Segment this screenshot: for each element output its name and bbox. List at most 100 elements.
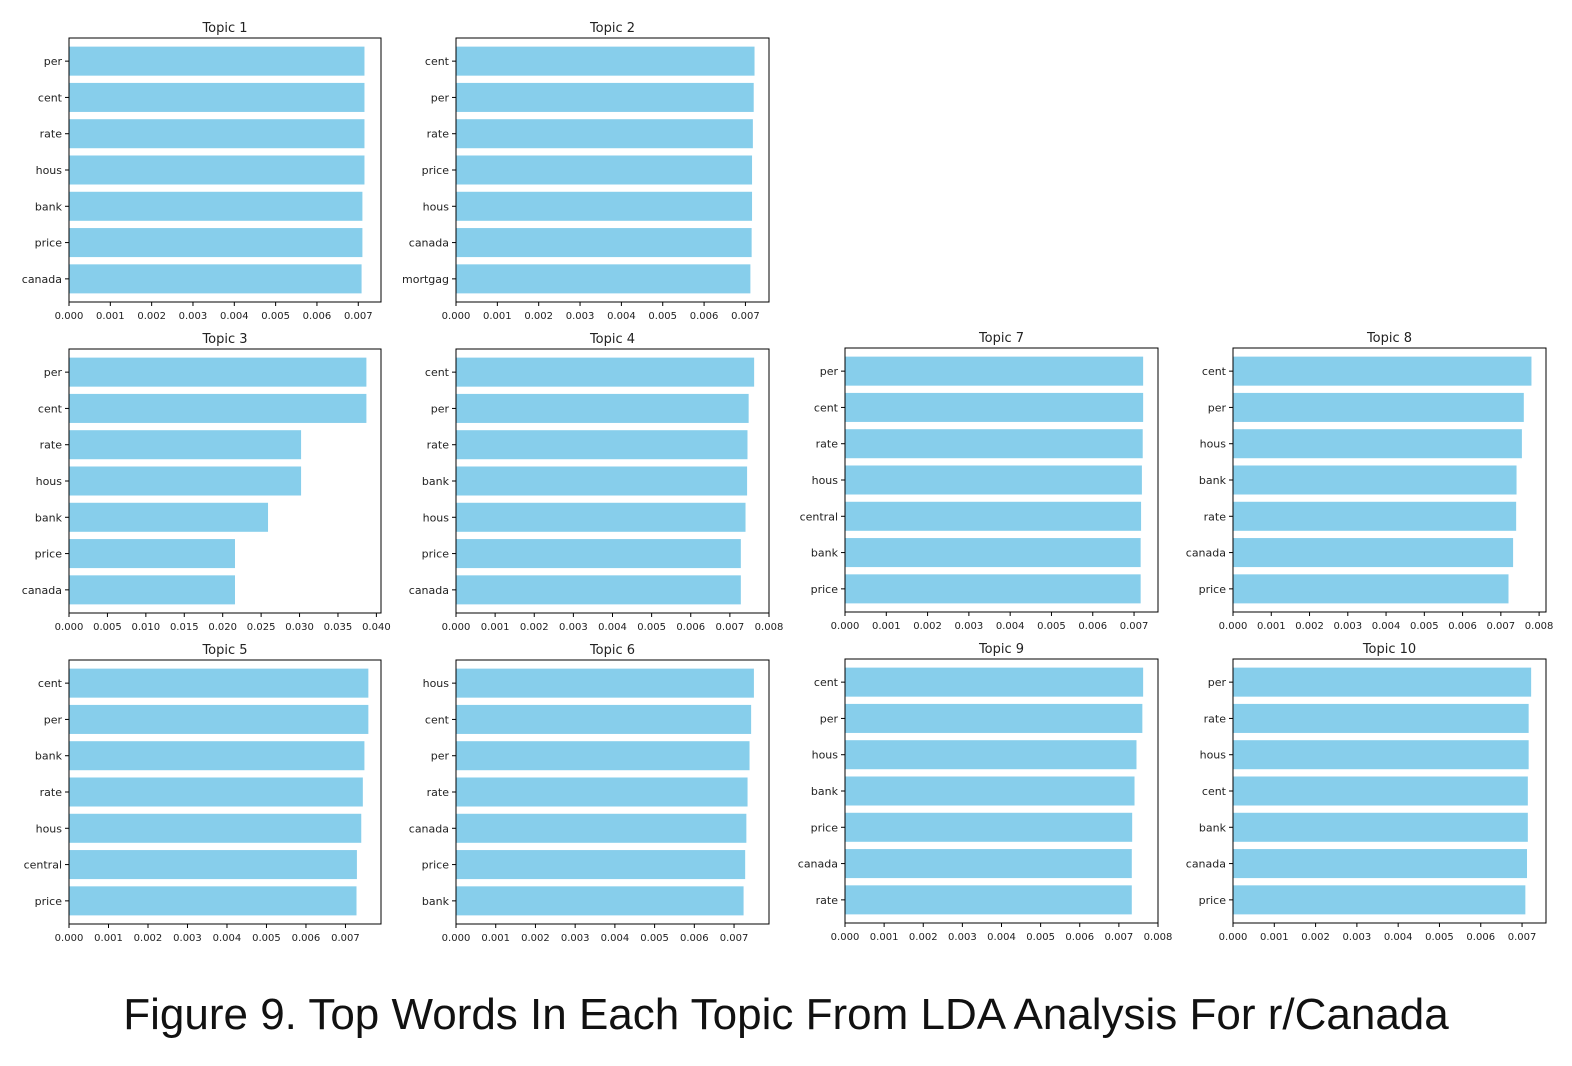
- category-label: per: [820, 365, 839, 378]
- x-tick-label: 0.006: [303, 311, 332, 322]
- category-label: bank: [1199, 821, 1227, 834]
- x-tick-label: 0.000: [1219, 621, 1248, 632]
- bar: [69, 430, 302, 460]
- category-label: hous: [423, 511, 450, 524]
- topic-chart: cent per hous bank rate canada price 0.000 0.001…: [1186, 331, 1554, 632]
- x-tick-label: 0.001: [96, 311, 125, 322]
- x-tick-label: 0.006: [1448, 621, 1477, 632]
- plot-frame: [455, 659, 770, 925]
- category-label: canada: [1186, 858, 1226, 871]
- x-tick-label: 0.006: [676, 622, 705, 633]
- bar: [845, 356, 1144, 386]
- x-tick-label: 0.005: [648, 311, 677, 322]
- topic-chart: cent per rate price hous canada mortgag 0.000 0.…: [402, 21, 770, 322]
- plot-frame: [68, 348, 382, 614]
- x-tick-label: 0.007: [1487, 621, 1516, 632]
- bar: [456, 502, 746, 532]
- bar: [1233, 392, 1524, 422]
- category-label: cent: [814, 401, 839, 414]
- bar: [69, 886, 357, 916]
- category-label: per: [44, 713, 63, 726]
- x-tick-label: 0.001: [1257, 621, 1286, 632]
- x-tick-label: 0.006: [690, 311, 719, 322]
- x-tick-label: 0.005: [93, 622, 122, 633]
- x-tick-label: 0.035: [324, 622, 353, 633]
- category-label: rate: [816, 438, 839, 451]
- x-tick-label: 0.000: [442, 933, 471, 944]
- category-label: cent: [425, 713, 450, 726]
- category-label: canada: [409, 584, 449, 597]
- bar: [456, 850, 746, 880]
- x-tick-label: 0.004: [987, 932, 1016, 943]
- chart-title: Topic 2: [589, 21, 635, 36]
- category-label: price: [35, 548, 63, 561]
- bar: [456, 886, 744, 916]
- bar: [1233, 703, 1529, 733]
- category-label: hous: [812, 749, 839, 762]
- x-tick-label: 0.000: [831, 621, 860, 632]
- x-tick-label: 0.003: [561, 933, 590, 944]
- x-tick-label: 0.003: [566, 311, 595, 322]
- topic-chart: per cent rate hous bank price canada 0.000 0.001…: [22, 21, 382, 322]
- category-label: price: [811, 821, 839, 834]
- bar: [845, 429, 1143, 459]
- x-tick-label: 0.005: [1037, 621, 1066, 632]
- category-label: per: [1208, 676, 1227, 689]
- x-tick-label: 0.004: [1384, 932, 1413, 943]
- x-tick-label: 0.001: [483, 311, 512, 322]
- x-tick-label: 0.002: [913, 621, 942, 632]
- x-tick-label: 0.002: [1295, 621, 1324, 632]
- category-label: hous: [812, 474, 839, 487]
- bar: [69, 668, 369, 698]
- bar: [845, 849, 1132, 879]
- x-tick-label: 0.004: [220, 311, 249, 322]
- category-label: cent: [38, 91, 63, 104]
- bar: [69, 777, 363, 807]
- x-tick-label: 0.007: [716, 622, 745, 633]
- x-tick-label: 0.005: [637, 622, 666, 633]
- x-tick-label: 0.003: [559, 622, 588, 633]
- x-tick-label: 0.005: [1425, 932, 1454, 943]
- bar: [456, 668, 754, 698]
- chart-title: Topic 4: [589, 332, 635, 347]
- x-tick-label: 0.005: [1410, 621, 1439, 632]
- bar: [69, 741, 365, 771]
- bar: [456, 430, 748, 460]
- bar: [456, 46, 755, 76]
- x-tick-label: 0.000: [55, 933, 84, 944]
- bar: [1233, 356, 1532, 386]
- x-tick-label: 0.003: [1343, 932, 1372, 943]
- bar: [456, 393, 749, 423]
- x-tick-label: 0.004: [601, 933, 630, 944]
- category-label: bank: [1199, 474, 1227, 487]
- bar: [69, 575, 235, 605]
- category-label: per: [431, 91, 450, 104]
- x-tick-label: 0.006: [1065, 932, 1094, 943]
- category-label: bank: [811, 547, 839, 560]
- x-tick-label: 0.006: [680, 933, 709, 944]
- category-label: hous: [36, 822, 63, 835]
- x-tick-label: 0.006: [1078, 621, 1107, 632]
- x-tick-label: 0.015: [170, 622, 199, 633]
- x-tick-label: 0.001: [872, 621, 901, 632]
- category-label: bank: [422, 895, 450, 908]
- x-tick-label: 0.007: [1508, 932, 1537, 943]
- chart-title: Topic 10: [1362, 642, 1416, 657]
- x-tick-label: 0.003: [179, 311, 208, 322]
- x-tick-label: 0.004: [598, 622, 627, 633]
- bar: [456, 191, 753, 221]
- bar: [845, 465, 1142, 495]
- x-tick-label: 0.006: [292, 933, 321, 944]
- topic-chart: hous cent per rate canada price bank 0.000 0.001…: [409, 643, 770, 944]
- x-tick-label: 0.007: [344, 311, 373, 322]
- bar: [456, 539, 741, 569]
- bar: [69, 264, 362, 294]
- category-label: bank: [422, 475, 450, 488]
- category-label: mortgag: [402, 273, 449, 286]
- x-tick-label: 0.005: [261, 311, 290, 322]
- category-label: canada: [409, 822, 449, 835]
- topic-chart: cent per bank rate hous central price 0.000 0.00…: [24, 643, 382, 944]
- category-label: price: [422, 548, 450, 561]
- category-label: per: [431, 750, 450, 763]
- plot-frame: [68, 37, 382, 303]
